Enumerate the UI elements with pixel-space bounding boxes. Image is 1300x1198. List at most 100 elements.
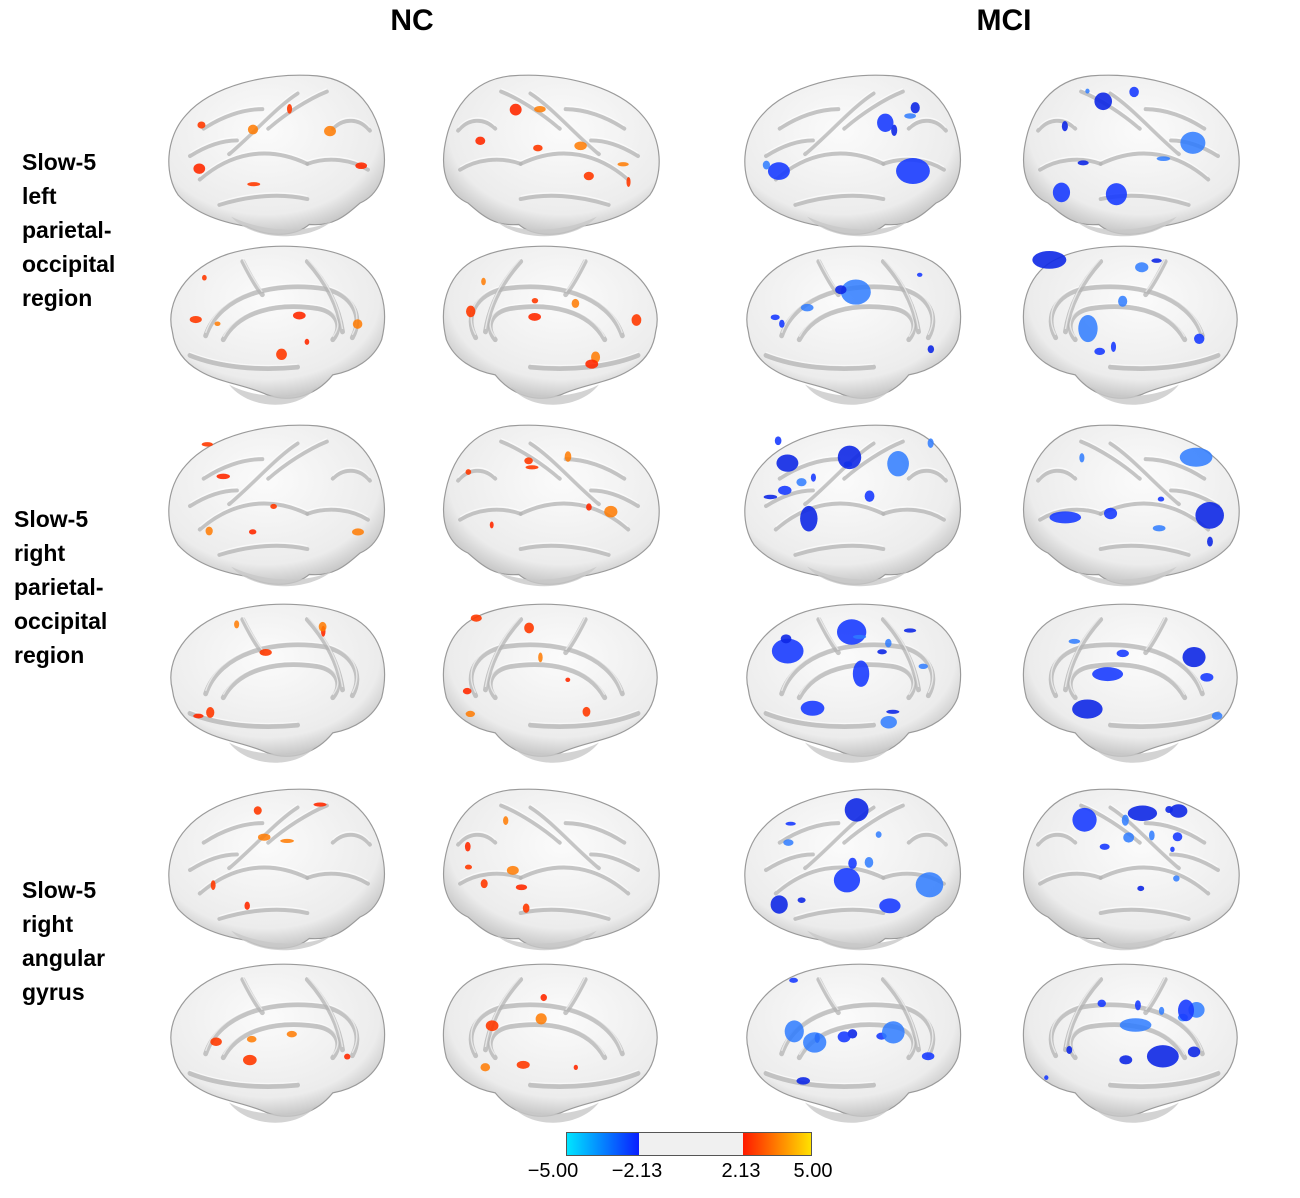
activation-cluster — [247, 182, 261, 187]
activation-cluster — [1137, 885, 1145, 892]
activation-cluster — [833, 867, 861, 893]
activation-cluster — [564, 451, 572, 462]
activation-cluster — [524, 622, 534, 634]
activation-cluster — [583, 171, 594, 181]
activation-cluster — [1146, 1045, 1179, 1068]
brain-lateral-view-18 — [432, 784, 668, 960]
brain-medial-view-16 — [1012, 596, 1248, 772]
brain-lateral-view-2 — [432, 70, 668, 246]
activation-cluster — [538, 652, 543, 663]
colorbar-neutral-segment — [639, 1133, 743, 1155]
activation-cluster — [533, 144, 543, 152]
brain-lateral-view-12 — [1012, 420, 1248, 596]
brain-medial-view-13 — [160, 596, 396, 772]
activation-cluster — [318, 621, 327, 632]
activation-cluster — [800, 505, 818, 532]
activation-cluster — [1068, 638, 1081, 644]
activation-cluster — [465, 710, 476, 718]
brain-medial-view-7 — [736, 238, 972, 414]
activation-cluster — [617, 162, 629, 167]
activation-cluster — [1094, 347, 1106, 356]
activation-cluster — [835, 285, 847, 295]
activation-cluster — [1121, 814, 1129, 826]
activation-cluster — [1077, 160, 1089, 166]
activation-cluster — [197, 121, 206, 129]
activation-cluster — [927, 345, 935, 354]
activation-cluster — [189, 316, 202, 324]
activation-cluster — [877, 113, 894, 132]
activation-cluster — [1119, 1018, 1152, 1032]
activation-cluster — [565, 677, 571, 682]
activation-cluster — [257, 833, 271, 841]
activation-cluster — [1072, 699, 1103, 719]
activation-cluster — [848, 857, 857, 869]
activation-cluster — [784, 1020, 804, 1043]
activation-cluster — [631, 314, 642, 326]
activation-cluster — [1079, 453, 1085, 463]
activation-cluster — [1118, 295, 1128, 307]
activation-cluster — [534, 105, 546, 113]
activation-cluster — [1180, 131, 1206, 154]
brain-medial-view-24 — [1012, 956, 1248, 1132]
activation-cluster — [1085, 88, 1090, 94]
activation-cluster — [1172, 832, 1183, 842]
activation-cluster — [879, 898, 901, 914]
activation-cluster — [574, 141, 587, 151]
activation-cluster — [480, 1063, 491, 1072]
activation-cluster — [1152, 525, 1166, 532]
activation-cluster — [242, 1054, 257, 1066]
activation-cluster — [475, 136, 486, 145]
activation-cluster — [1078, 314, 1098, 343]
activation-cluster — [771, 638, 804, 664]
activation-cluster — [1044, 1075, 1049, 1080]
activation-cluster — [586, 503, 592, 511]
activation-cluster — [762, 160, 771, 170]
activation-cluster — [885, 638, 892, 648]
activation-cluster — [891, 124, 898, 136]
activation-cluster — [1032, 251, 1067, 269]
activation-cluster — [509, 103, 522, 116]
activation-cluster — [779, 319, 785, 328]
activation-cluster — [234, 620, 240, 629]
activation-cluster — [246, 1035, 257, 1043]
activation-cluster — [540, 994, 547, 1002]
activation-cluster — [1116, 649, 1129, 658]
colorbar-tick-neg-threshold: −2.13 — [611, 1160, 663, 1182]
activation-cluster — [470, 614, 482, 622]
activation-cluster — [1110, 341, 1117, 353]
activation-cluster — [1099, 843, 1110, 850]
activation-cluster — [259, 648, 272, 656]
activation-cluster — [1200, 673, 1214, 682]
activation-cluster — [1194, 333, 1205, 344]
activation-cluster — [1179, 447, 1213, 467]
activation-cluster — [201, 442, 213, 447]
activation-cluster — [810, 473, 816, 482]
activation-cluster — [214, 321, 221, 326]
activation-cluster — [465, 469, 472, 475]
activation-cluster — [918, 663, 928, 670]
activation-cluster — [880, 715, 897, 729]
row-label-2: Slow-5 right parietal- occipital region — [14, 506, 108, 668]
activation-cluster — [503, 816, 509, 825]
colorbar-negative-segment — [567, 1133, 639, 1155]
brain-medial-view-14 — [432, 596, 668, 772]
activation-cluster — [480, 879, 488, 889]
activation-cluster — [927, 438, 934, 448]
activation-cluster — [247, 124, 259, 135]
activation-cluster — [853, 634, 867, 639]
activation-cluster — [796, 1077, 810, 1085]
activation-cluster — [210, 880, 216, 890]
activation-cluster — [840, 279, 871, 305]
activation-cluster — [1072, 807, 1097, 832]
activation-cluster — [886, 709, 900, 714]
activation-cluster — [286, 104, 293, 114]
activation-cluster — [1182, 647, 1206, 668]
activation-cluster — [844, 798, 869, 822]
colorbar-tick-min: −5.00 — [527, 1160, 579, 1182]
activation-cluster — [1195, 501, 1224, 529]
row-label-3: Slow-5 right angular gyrus — [22, 877, 106, 1005]
brain-medial-view-15 — [736, 596, 972, 772]
activation-cluster — [803, 1032, 827, 1053]
activation-cluster — [1123, 832, 1135, 843]
brain-lateral-view-19 — [736, 784, 972, 960]
